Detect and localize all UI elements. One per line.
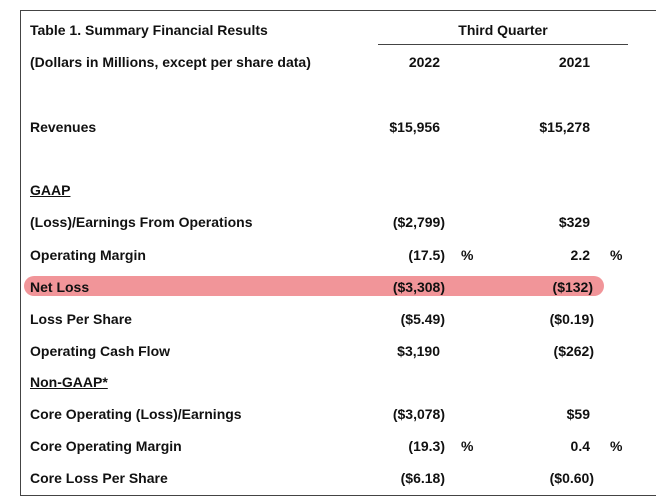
row-label-operating-margin: Operating Margin — [30, 247, 146, 263]
operating-margin-2022: (17.5) — [408, 247, 445, 263]
row-label-core-loss-per-share: Core Loss Per Share — [30, 470, 168, 486]
table-subtitle: (Dollars in Millions, except per share d… — [30, 54, 311, 70]
core-op-margin-2022: (19.3) — [408, 438, 445, 454]
loss-per-share-2022: ($5.49) — [400, 311, 445, 327]
gaap-heading: GAAP — [30, 182, 71, 198]
core-op-margin-2021: 0.4 — [570, 438, 590, 454]
core-op-loss-earnings-2022: ($3,078) — [392, 406, 445, 422]
table-frame — [20, 10, 656, 496]
loss-earnings-ops-2021: $329 — [558, 214, 590, 230]
non-gaap-heading: Non-GAAP* — [30, 374, 108, 390]
column-header-2021: 2021 — [558, 54, 590, 70]
row-label-core-op-margin: Core Operating Margin — [30, 438, 182, 454]
row-label-core-op-loss-earnings: Core Operating (Loss)/Earnings — [30, 406, 242, 422]
core-op-margin-2021-percent: % — [610, 438, 623, 454]
operating-margin-2021: 2.2 — [570, 247, 590, 263]
period-header-rule — [378, 44, 628, 45]
period-header: Third Quarter — [458, 22, 548, 38]
core-op-loss-earnings-2021: $59 — [566, 406, 590, 422]
operating-margin-2022-percent: % — [461, 247, 474, 263]
net-loss-2022: ($3,308) — [392, 279, 445, 295]
net-loss-highlight — [24, 276, 604, 296]
loss-per-share-2021: ($0.19) — [549, 311, 594, 327]
row-label-loss-per-share: Loss Per Share — [30, 311, 132, 327]
operating-margin-2021-percent: % — [610, 247, 623, 263]
core-loss-per-share-2021: ($0.60) — [549, 470, 594, 486]
revenues-2022: $15,956 — [389, 119, 440, 135]
net-loss-2021: ($132) — [552, 279, 593, 295]
loss-earnings-ops-2022: ($2,799) — [392, 214, 445, 230]
core-loss-per-share-2022: ($6.18) — [400, 470, 445, 486]
core-op-margin-2022-percent: % — [461, 438, 474, 454]
row-label-loss-earnings-ops: (Loss)/Earnings From Operations — [30, 214, 253, 230]
column-header-2022: 2022 — [408, 54, 440, 70]
row-label-operating-cash-flow: Operating Cash Flow — [30, 343, 171, 359]
row-label-revenues: Revenues — [30, 119, 97, 135]
operating-cash-flow-2021: ($262) — [553, 343, 594, 359]
row-label-net-loss: Net Loss — [30, 279, 90, 295]
revenues-2021: $15,278 — [539, 119, 590, 135]
table-title: Table 1. Summary Financial Results — [30, 22, 268, 38]
operating-cash-flow-2022: $3,190 — [397, 343, 440, 359]
